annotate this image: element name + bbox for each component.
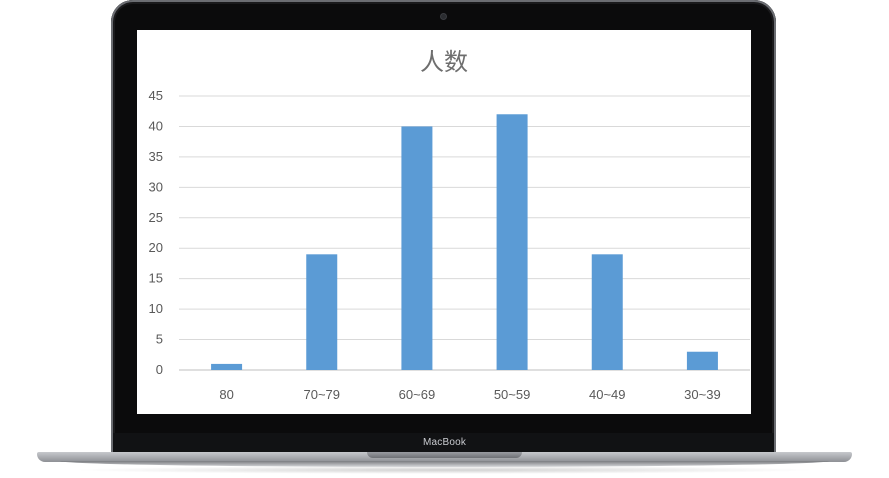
x-tick-label: 60~69 (399, 387, 436, 402)
brand-label: MacBook (422, 437, 467, 448)
y-tick-label: 0 (156, 362, 163, 377)
webcam-icon (441, 14, 446, 19)
bar (306, 254, 338, 370)
x-tick-label: 30~39 (684, 387, 721, 402)
x-tick-label: 50~59 (494, 387, 531, 402)
screen: 人数 0 5 10 15 20 25 30 35 40 45 80 70~79 60~69 50~59 40… (137, 30, 751, 414)
bar-chart: 0 5 10 15 20 25 30 35 40 45 80 70~79 60~69 50~59 40~49… (149, 88, 750, 402)
x-tick-label: 80 (219, 387, 233, 402)
x-tick-label: 40~49 (589, 387, 626, 402)
bar (496, 114, 528, 371)
y-tick-label: 20 (149, 240, 163, 255)
y-tick-label: 35 (149, 149, 163, 164)
y-tick-label: 15 (149, 271, 163, 286)
chart-title: 人数 (420, 48, 468, 76)
laptop-base-lip (60, 461, 829, 467)
x-tick-label: 70~79 (303, 387, 340, 402)
laptop-chin (113, 433, 774, 453)
laptop-notch (367, 452, 522, 458)
y-tick-label: 10 (149, 301, 163, 316)
bar (401, 126, 433, 370)
bar (591, 254, 623, 370)
bar (686, 351, 718, 370)
bar (211, 363, 243, 370)
y-tick-label: 25 (149, 210, 163, 225)
y-tick-label: 5 (156, 332, 163, 347)
y-tick-label: 45 (149, 88, 163, 103)
base-shadow (70, 466, 819, 474)
y-tick-label: 30 (149, 179, 163, 194)
y-tick-label: 40 (149, 118, 163, 133)
